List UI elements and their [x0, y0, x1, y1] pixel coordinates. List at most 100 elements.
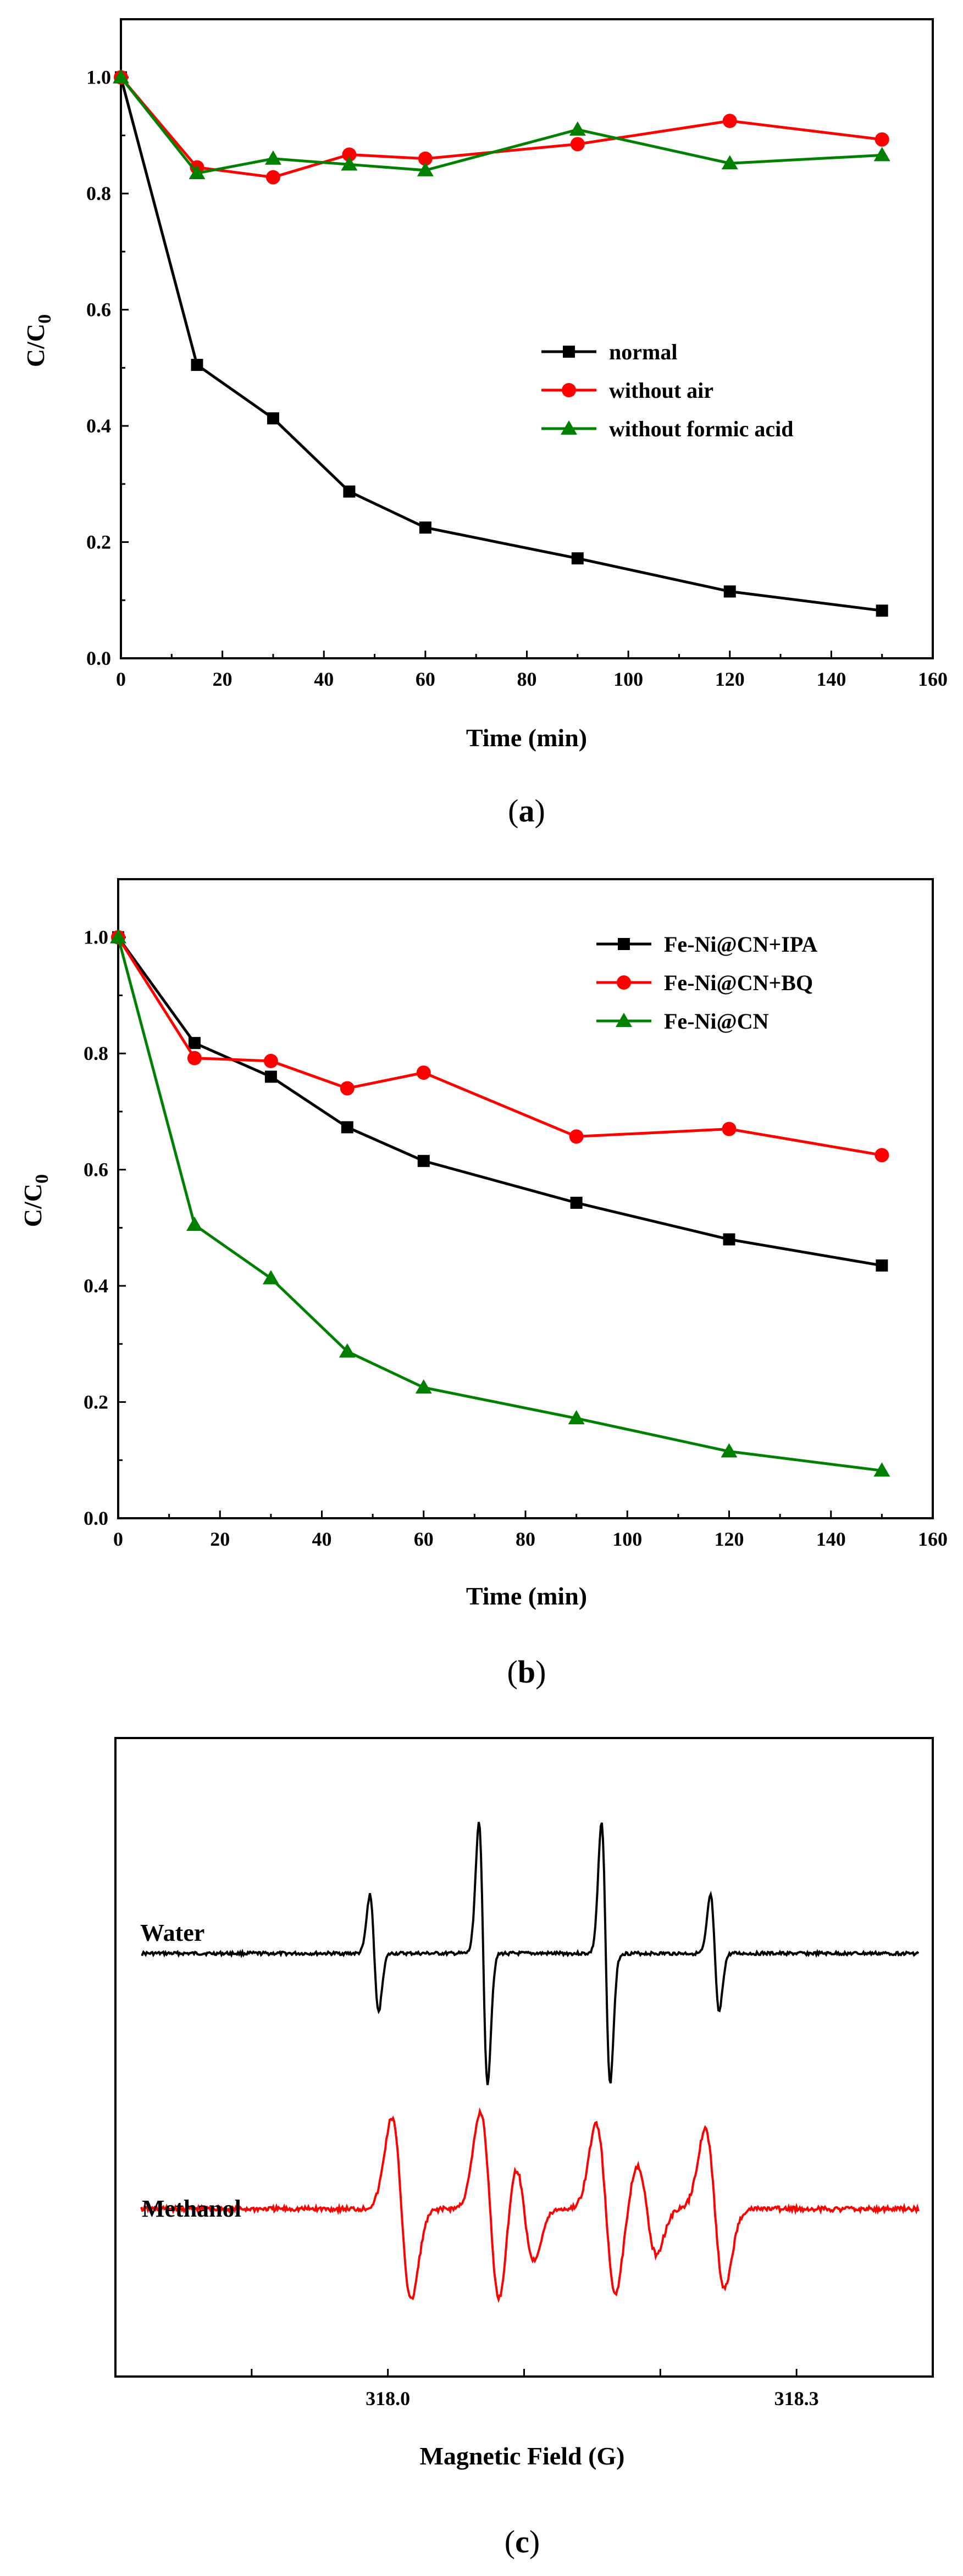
x-tick-label: 60 — [416, 668, 435, 690]
legend-marker-fe-ni-cn — [616, 1013, 632, 1027]
legend-marker-normal — [563, 346, 575, 358]
y-ticks-b: 0.0 0.2 0.4 0.6 0.8 1.0 — [84, 878, 126, 1529]
data-point-fe-ni-cn-bq — [416, 1065, 431, 1080]
series-line-without-air — [120, 76, 882, 179]
panel-caption-a: (a) — [508, 793, 545, 829]
y-tick-label: 0.0 — [86, 647, 111, 669]
x-tick-label: 160 — [918, 668, 948, 690]
x-tick-label: 120 — [715, 1528, 744, 1550]
x-ticks-c: 318.0 318.3 — [251, 2369, 819, 2410]
y-axis-title-b: C/C0 — [19, 1174, 52, 1227]
trace-label-water: Water — [140, 1919, 204, 1946]
y-tick-label: 0.8 — [84, 1042, 108, 1064]
data-point-without-air — [570, 137, 585, 152]
panel-b-chart: 0 20 40 60 80 100 120 140 160 0.0 0.2 0.4 0.6 0.8 1.0… — [19, 878, 948, 1690]
legend-label-fe-ni-cn-ipa: Fe-Ni@CN+IPA — [664, 932, 817, 957]
legend-marker-fe-ni-cn-ipa — [618, 938, 630, 950]
legend-b: Fe-Ni@CN+IPA Fe-Ni@CN+BQ Fe-Ni@CN — [596, 932, 817, 1034]
panel-c-chart: 318.0 318.3 Water Methanol Magnetic Field… — [114, 1737, 934, 2560]
data-point-fe-ni-cn — [186, 1217, 203, 1231]
data-point-fe-ni-cn-bq — [722, 1122, 737, 1136]
data-point-fe-ni-cn — [262, 1270, 279, 1285]
series-layer-b — [110, 929, 890, 1477]
data-point-fe-ni-cn-ipa — [723, 1233, 735, 1246]
data-point-without-air — [875, 132, 889, 147]
x-tick-label: 40 — [314, 668, 334, 690]
x-tick-label: 140 — [816, 1528, 846, 1550]
data-point-without-air — [265, 170, 280, 185]
series-layer-c — [140, 1822, 920, 2303]
plot-frame-c — [114, 1737, 934, 2378]
series-line-fe-ni-cn-bq — [117, 936, 882, 1157]
x-tick-label: 160 — [918, 1528, 948, 1550]
data-point-fe-ni-cn-ipa — [876, 1259, 888, 1272]
x-ticks-a: 0 20 40 60 80 100 120 140 160 — [116, 651, 948, 690]
x-tick-label: 20 — [213, 668, 233, 690]
data-point-without-formic-acid — [113, 69, 129, 84]
data-point-fe-ni-cn — [873, 1462, 890, 1477]
series-line-fe-ni-cn-ipa — [117, 936, 882, 1267]
data-point-without-formic-acid — [417, 162, 434, 176]
panel-caption-b: (b) — [507, 1654, 546, 1690]
x-tick-label: 60 — [414, 1528, 434, 1550]
data-point-without-formic-acid — [873, 147, 890, 162]
trace-label-methanol: Methanol — [142, 2195, 241, 2222]
data-point-normal — [571, 552, 584, 565]
data-point-fe-ni-cn-ipa — [188, 1037, 201, 1050]
data-point-fe-ni-cn — [339, 1343, 356, 1358]
data-point-normal — [267, 412, 279, 425]
legend-label-without-formic-acid: without formic acid — [609, 417, 794, 441]
series-line-without-formic-acid — [120, 76, 882, 175]
legend-marker-without-formic-acid — [561, 420, 577, 435]
data-point-fe-ni-cn — [110, 929, 126, 943]
plot-frame-a — [120, 18, 934, 659]
x-tick-label: 40 — [312, 1528, 332, 1550]
x-tick-label: 80 — [516, 1528, 535, 1550]
x-tick-label: 80 — [517, 668, 537, 690]
spectrum-water — [141, 1822, 920, 2085]
legend-label-fe-ni-cn-bq: Fe-Ni@CN+BQ — [664, 970, 813, 995]
data-point-fe-ni-cn — [415, 1379, 432, 1394]
x-tick-label: 318.3 — [774, 2388, 819, 2410]
data-point-normal — [723, 585, 736, 598]
series-layer-a — [113, 69, 890, 617]
legend-label-normal: normal — [609, 340, 677, 364]
x-tick-label: 100 — [612, 1528, 642, 1550]
data-point-without-air — [418, 151, 433, 166]
data-point-fe-ni-cn-bq — [187, 1051, 202, 1065]
data-point-without-formic-acid — [264, 150, 281, 165]
y-tick-label: 0.8 — [86, 182, 111, 204]
y-tick-label: 0.6 — [84, 1159, 108, 1181]
y-tick-label: 0.6 — [86, 299, 111, 321]
y-tick-label: 1.0 — [84, 926, 108, 948]
y-tick-label: 0.4 — [84, 1275, 108, 1297]
data-point-fe-ni-cn-bq — [340, 1081, 355, 1096]
series-line-normal — [119, 77, 882, 612]
x-axis-title-b: Time (min) — [466, 1582, 587, 1610]
legend-label-fe-ni-cn: Fe-Ni@CN — [664, 1009, 769, 1034]
spectrum-methanol — [140, 2107, 920, 2303]
x-tick-label: 100 — [613, 668, 643, 690]
data-point-without-formic-acid — [721, 155, 738, 170]
panel-caption-c: (c) — [505, 2524, 540, 2560]
series-line-fe-ni-cn — [117, 937, 882, 1472]
panel-a-chart: 0 20 40 60 80 100 120 140 160 0.0 0.2 0.4 0.6 0.8 1.0… — [21, 18, 948, 829]
legend-marker-fe-ni-cn-bq — [617, 975, 631, 990]
data-point-fe-ni-cn-ipa — [417, 1154, 430, 1167]
x-tick-label: 140 — [816, 668, 846, 690]
legend-label-without-air: without air — [609, 378, 713, 403]
data-point-without-formic-acid — [341, 156, 358, 171]
y-tick-label: 0.4 — [86, 415, 111, 437]
legend-marker-without-air — [562, 383, 576, 397]
y-axis-title-a: C/C0 — [21, 314, 55, 367]
y-tick-label: 1.0 — [86, 66, 111, 88]
data-point-normal — [876, 604, 888, 617]
data-point-without-formic-acid — [569, 121, 586, 136]
data-point-normal — [191, 359, 203, 371]
x-axis-title-c: Magnetic Field (G) — [419, 2442, 624, 2470]
x-tick-label: 318.0 — [366, 2388, 410, 2410]
y-ticks-a: 0.0 0.2 0.4 0.6 0.8 1.0 — [86, 18, 129, 669]
x-tick-label: 0 — [113, 1528, 123, 1550]
y-tick-label: 0.0 — [84, 1507, 108, 1529]
